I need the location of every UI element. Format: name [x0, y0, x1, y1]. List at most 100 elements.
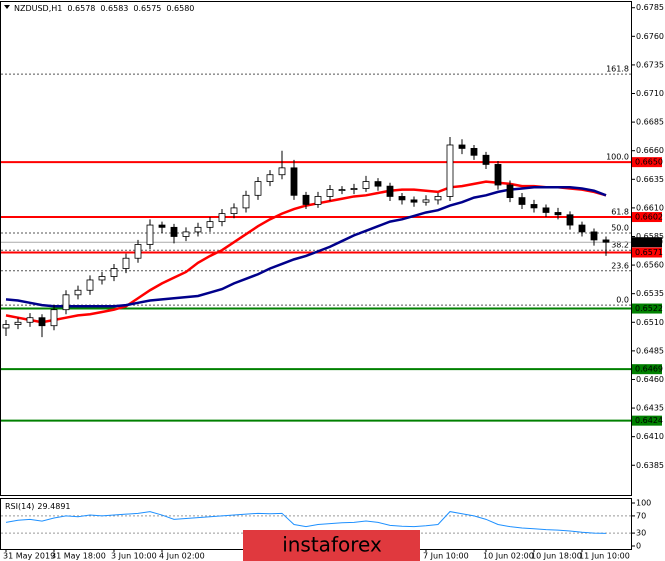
- rsi-tick-label: 70: [636, 511, 646, 520]
- rsi-value: 29.4891: [37, 502, 70, 511]
- chart-title: NZDUSD,H1: [14, 4, 62, 13]
- candle-body: [62, 294, 70, 311]
- candle-body: [278, 167, 286, 176]
- x-tick-label: 7 Jun 10:00: [423, 552, 469, 561]
- candle-body: [170, 226, 178, 237]
- y-tick-label: 0.6610: [636, 203, 664, 212]
- quote-value: 0.6578: [67, 4, 95, 13]
- candle-body: [206, 221, 214, 228]
- candle-body: [26, 317, 34, 323]
- candle-body: [326, 189, 334, 197]
- x-tick-label: 3 Jun 10:00: [111, 552, 157, 561]
- y-tick-label: 0.6435: [636, 404, 664, 413]
- fib-label: 161.8: [606, 65, 629, 74]
- candle-body: [14, 321, 22, 325]
- candle-body: [266, 174, 274, 182]
- y-tick-label: 0.6585: [636, 232, 664, 241]
- y-tick-label: 0.6410: [636, 432, 664, 441]
- candle-body: [158, 224, 166, 228]
- candle-body: [74, 289, 82, 296]
- candle-body: [110, 268, 118, 277]
- last-price-box: [632, 237, 662, 248]
- level-label-box: [632, 157, 662, 168]
- candle-body: [314, 196, 322, 205]
- level-label-box: [632, 364, 662, 375]
- level-label-box: [632, 303, 662, 314]
- y-tick-label: 0.6785: [636, 3, 664, 12]
- chart-header: NZDUSD,H1 0.6578 0.6583 0.6575 0.6580: [14, 4, 194, 13]
- y-tick-label: 0.6535: [636, 289, 664, 298]
- rsi-tick-label: 0: [636, 542, 641, 551]
- header-arrow: [4, 5, 10, 9]
- x-tick-label: 31 May 2019: [3, 552, 55, 561]
- x-tick-label: 31 May 18:00: [51, 552, 106, 561]
- candle-body: [2, 324, 10, 329]
- fib-label: 61.8: [611, 208, 629, 217]
- level-label: 0.6469: [635, 365, 663, 374]
- fib-label: 0.0: [616, 296, 629, 305]
- fib-label: 100.0: [606, 153, 629, 162]
- y-tick-label: 0.6710: [636, 89, 664, 98]
- x-tick-label: 10 Jun 02:00: [483, 552, 534, 561]
- candle-body: [602, 239, 610, 243]
- candle-body: [386, 185, 394, 197]
- fib-label: 38.2: [611, 241, 629, 250]
- candle-body: [218, 213, 226, 223]
- level-label: 0.6650: [635, 158, 663, 167]
- rsi-tick-label: 30: [636, 529, 646, 538]
- candle-body: [482, 154, 490, 165]
- candle-body: [434, 196, 442, 201]
- candle-body: [50, 309, 58, 327]
- candle-body: [506, 184, 514, 198]
- y-tick-label: 0.6385: [636, 461, 664, 470]
- candle-body: [134, 244, 142, 259]
- y-tick-label: 0.6510: [636, 318, 664, 327]
- candle-body: [182, 231, 190, 237]
- moving-average: [5, 186, 607, 308]
- y-tick-label: 0.6660: [636, 146, 664, 155]
- fib-label: 23.6: [611, 261, 629, 270]
- y-tick-label: 0.6760: [636, 32, 664, 41]
- candle-body: [98, 276, 106, 281]
- main-panel: [0, 1, 632, 496]
- candle-body: [374, 181, 382, 187]
- candle-body: [494, 164, 502, 186]
- level-label-box: [632, 247, 662, 258]
- rsi-tick-label: 100: [636, 499, 651, 508]
- level-label: 0.6571: [635, 248, 663, 257]
- candle-body: [410, 199, 418, 203]
- candle-body: [362, 181, 370, 189]
- candle-body: [86, 279, 94, 291]
- quote-value: 0.6583: [100, 4, 128, 13]
- rsi-name: RSI(14): [5, 502, 34, 511]
- candle-body: [542, 207, 550, 213]
- candle-body: [242, 194, 250, 209]
- candle-body: [146, 224, 154, 245]
- watermark: instaforex: [282, 533, 382, 557]
- candle-body: [338, 189, 346, 191]
- candle-body: [350, 188, 358, 190]
- y-tick-label: 0.6685: [636, 118, 664, 127]
- candle-body: [554, 212, 562, 216]
- candle-body: [254, 181, 262, 196]
- candle-body: [302, 194, 310, 205]
- rsi-line: [5, 511, 607, 534]
- y-tick-label: 0.6635: [636, 175, 664, 184]
- candle-body: [398, 196, 406, 201]
- candle-body: [446, 144, 454, 197]
- x-tick-label: 4 Jun 02:00: [159, 552, 205, 561]
- fib-label: 50.0: [611, 224, 629, 233]
- y-tick-label: 0.6735: [636, 60, 664, 69]
- quote-value: 0.6580: [166, 4, 194, 13]
- level-label-box: [632, 212, 662, 223]
- x-tick-label: 10 Jun 18:00: [531, 552, 582, 561]
- watermark-box: [243, 530, 420, 561]
- quote-value: 0.6575: [133, 4, 161, 13]
- candle-body: [38, 317, 46, 327]
- candle-body: [590, 231, 598, 241]
- y-tick-label: 0.6560: [636, 261, 664, 270]
- last-price-label: 0.6580: [635, 238, 663, 247]
- candle-body: [194, 226, 202, 233]
